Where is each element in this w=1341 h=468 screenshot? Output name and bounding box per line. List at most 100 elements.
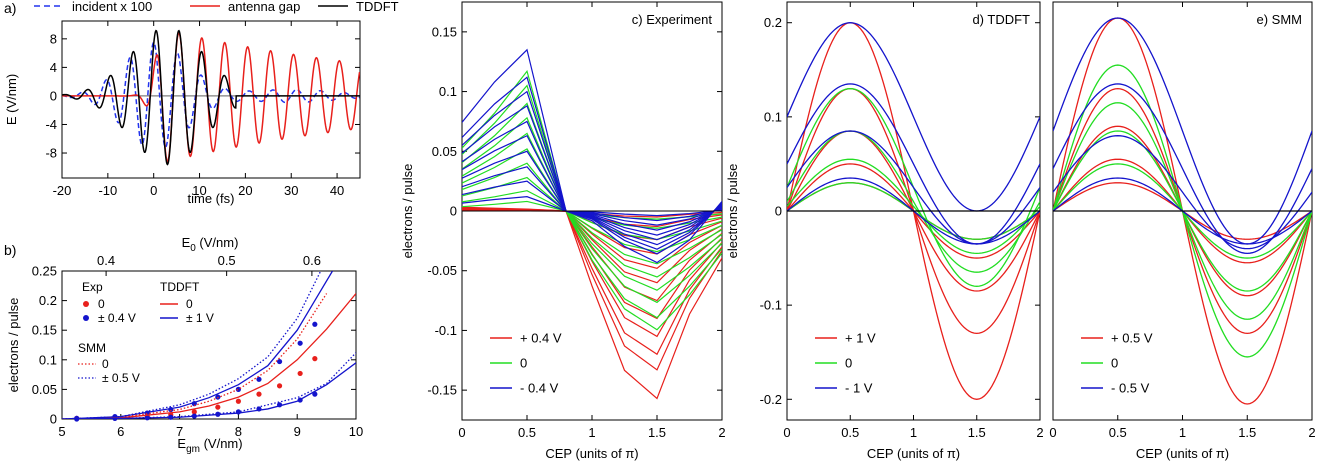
data-point xyxy=(215,404,221,410)
x-tick-label: 0 xyxy=(150,183,157,198)
x-tick-label: 10 xyxy=(349,424,363,439)
x-tick-label: 10 xyxy=(192,183,206,198)
legend-marker xyxy=(83,315,89,321)
y-tick-label: 0.15 xyxy=(432,24,457,39)
y-tick-label: -8 xyxy=(45,146,57,161)
series-line xyxy=(462,176,722,241)
plot-frame xyxy=(61,270,357,420)
x-axis-label: CEP (units of π) xyxy=(1136,446,1229,461)
plot-frame xyxy=(61,20,361,179)
x-axis-label: CEP (units of π) xyxy=(545,446,638,461)
series-line xyxy=(462,116,722,291)
series-line xyxy=(62,271,334,419)
y-tick-label: -0.1 xyxy=(435,323,457,338)
data-point xyxy=(312,321,318,327)
x-tick-label: 6 xyxy=(117,424,124,439)
panel-c: 0 0.5 1 1.5 2 -0.15 -0.1 -0.05 0 0.05 0.1 0.15 c) Ex… xyxy=(400,1,726,461)
y-tick-label: -0.05 xyxy=(427,263,457,278)
x-tick-label: 7 xyxy=(176,424,183,439)
legend-label: - 0.5 V xyxy=(1111,381,1150,396)
legend-label: ± 0.4 V xyxy=(98,311,136,325)
series-line xyxy=(1053,83,1312,255)
x-tick-label: 1.5 xyxy=(968,425,986,440)
top-tick-label: 0.4 xyxy=(97,253,115,268)
panel-title: e) SMM xyxy=(1257,12,1303,27)
x-tick-label: 5 xyxy=(58,424,65,439)
data-point xyxy=(312,356,318,362)
series-line xyxy=(62,293,356,419)
y-tick-label: 0.25 xyxy=(32,264,57,279)
y-tick-label: 0.15 xyxy=(32,323,57,338)
y-tick-label: -0.1 xyxy=(760,298,782,313)
panel-title: c) Experiment xyxy=(632,12,713,27)
data-point xyxy=(297,340,303,346)
data-point xyxy=(297,370,303,377)
series-line xyxy=(462,180,722,222)
x-tick-label: 8 xyxy=(235,424,242,439)
y-tick-label: 0.1 xyxy=(39,352,57,367)
panel-d: 0 0.5 1 1.5 2 -0.2 -0.1 0 0.1 0.2 d) TDDFT CEP (uni… xyxy=(725,1,1044,461)
x-tick-label: 0 xyxy=(458,425,465,440)
y-axis-label: E (V/nm) xyxy=(4,74,19,125)
x-tick-label: 2 xyxy=(718,425,725,440)
legend-label: 0 xyxy=(1111,356,1118,371)
series-line xyxy=(62,362,356,419)
series-line xyxy=(462,150,722,231)
legend-label: 0 xyxy=(845,356,852,371)
y-tick-label: -4 xyxy=(45,117,57,132)
data-point xyxy=(276,358,283,365)
x-axis-label: CEP (units of π) xyxy=(867,446,960,461)
y-tick-label: 0.2 xyxy=(764,15,782,30)
x-tick-label: 0 xyxy=(1049,425,1056,440)
legend-label: ± 1 V xyxy=(186,311,214,325)
panel-title: d) TDDFT xyxy=(972,12,1030,27)
legend-title: SMM xyxy=(78,341,106,355)
legend: incident x 100 antenna gap TDDFT xyxy=(34,0,399,14)
x-tick-label: 40 xyxy=(330,183,344,198)
y-tick-label: 0.05 xyxy=(432,144,457,159)
y-tick-label: 0.2 xyxy=(39,293,57,308)
series-line xyxy=(462,132,722,278)
series-line xyxy=(787,130,1040,245)
top-tick-label: 0.5 xyxy=(218,253,236,268)
legend-label: + 0.4 V xyxy=(520,331,562,346)
legend-label: - 0.4 V xyxy=(520,381,559,396)
x-tick-label: -20 xyxy=(53,183,72,198)
x-tick-label: 2 xyxy=(1036,425,1043,440)
legend-label: antenna gap xyxy=(228,0,300,14)
series-line xyxy=(462,148,722,265)
legend: + 1 V 0 - 1 V xyxy=(815,331,876,396)
series-line xyxy=(462,76,722,255)
y-axis-label: electrons / pulse xyxy=(400,164,415,259)
x-axis-label: Egm (V/nm) xyxy=(177,436,242,455)
legend-label: 0 xyxy=(186,297,193,311)
series-line xyxy=(462,84,722,319)
top-axis-label: E0 (V/nm) xyxy=(182,235,239,254)
legend: + 0.5 V 0 - 0.5 V xyxy=(1081,331,1153,396)
y-tick-label: 0.1 xyxy=(764,109,782,124)
series-line xyxy=(62,31,360,163)
series-line xyxy=(787,83,1040,245)
y-tick-label: -0.15 xyxy=(427,383,457,398)
x-tick-label: 1 xyxy=(588,425,595,440)
y-tick-label: 0 xyxy=(775,204,782,219)
series-line xyxy=(62,29,360,166)
legend-label: 0 xyxy=(102,357,109,371)
x-tick-label: 1.5 xyxy=(648,425,666,440)
series-line xyxy=(462,104,722,246)
x-axis-label: time (fs) xyxy=(188,191,235,206)
series-line xyxy=(462,166,722,226)
x-tick-label: 30 xyxy=(284,183,298,198)
legend-label: incident x 100 xyxy=(72,0,152,14)
legend-marker xyxy=(83,301,89,307)
legend-label: + 0.5 V xyxy=(1111,331,1153,346)
y-tick-label: 8 xyxy=(50,31,57,46)
series-line xyxy=(462,120,722,241)
series-line xyxy=(787,158,1040,255)
panel-e: 0 0.5 1 1.5 2 e) SMM CEP (units of π) + 0.5 V 0 -… xyxy=(1049,1,1316,461)
data-point xyxy=(256,376,262,382)
data-point xyxy=(235,398,241,404)
series-line xyxy=(62,352,356,419)
x-tick-label: 0.5 xyxy=(518,425,536,440)
series-line xyxy=(787,130,1040,273)
